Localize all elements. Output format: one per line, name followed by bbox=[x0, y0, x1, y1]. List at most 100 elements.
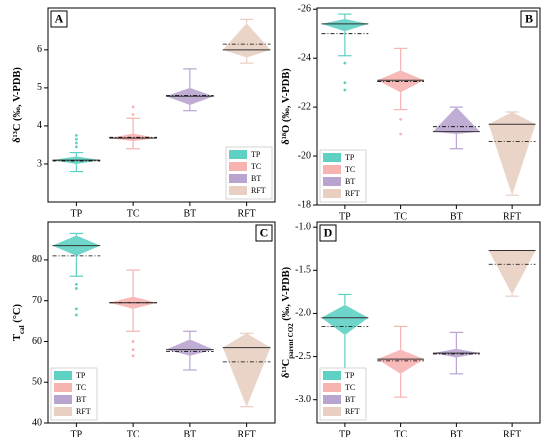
plot-frame bbox=[47, 221, 276, 424]
y-tick-label: -20 bbox=[298, 150, 311, 161]
box-shape bbox=[488, 112, 536, 196]
outlier bbox=[74, 141, 78, 145]
panel: 40 50 60 70 80 Tcal (°C) TP TC BT RFT C TP TC BT RFT bbox=[12, 221, 276, 437]
y-tick-label: 50 bbox=[32, 377, 42, 388]
x-tick-label: RFT bbox=[503, 211, 521, 222]
box-shape bbox=[109, 133, 157, 142]
y-tick-label: -3.0 bbox=[295, 394, 311, 405]
panel-label: C bbox=[260, 225, 269, 239]
legend-label: TC bbox=[251, 162, 261, 171]
legend-swatch bbox=[54, 407, 72, 416]
box-shape bbox=[321, 304, 369, 336]
y-label-sub: cal bbox=[18, 325, 26, 334]
x-tick-label: RFT bbox=[503, 429, 521, 437]
panel: 3 4 5 6 δ¹³C (‰, V-PDB) TP TC BT RFT A TP TC BT RFT bbox=[12, 7, 276, 219]
box-shape bbox=[321, 19, 369, 32]
legend-label: TP bbox=[251, 150, 261, 159]
y-tick-label: 70 bbox=[32, 295, 42, 306]
legend-swatch bbox=[229, 150, 247, 159]
panel-label-box bbox=[50, 10, 68, 28]
legend-label: TC bbox=[76, 383, 86, 392]
legend-label: BT bbox=[345, 395, 355, 404]
panel-label: D bbox=[324, 225, 333, 239]
x-tick-label: TC bbox=[394, 429, 407, 437]
outlier bbox=[131, 113, 135, 116]
y-label-main: δ¹³C bbox=[281, 359, 292, 378]
y-tick-label: 5 bbox=[37, 82, 42, 93]
x-tick-label: TC bbox=[127, 208, 140, 219]
plot-frame bbox=[316, 7, 541, 206]
x-tick-label: RFT bbox=[237, 208, 255, 219]
box-shape bbox=[377, 70, 425, 93]
outlier bbox=[131, 340, 135, 343]
outlier bbox=[131, 105, 135, 109]
legend-swatch bbox=[323, 153, 341, 162]
y-tick-label: 80 bbox=[32, 254, 42, 265]
box-shape bbox=[166, 339, 214, 356]
x-tick-label: TP bbox=[339, 211, 351, 222]
legend-label: RFT bbox=[345, 407, 360, 416]
y-tick-label: 6 bbox=[37, 44, 42, 55]
y-tick-label: -18 bbox=[298, 199, 311, 210]
y-tick-label: -26 bbox=[298, 4, 311, 15]
y-tick-label: -1.0 bbox=[295, 221, 311, 232]
outlier bbox=[74, 145, 78, 149]
y-tick-label: 3 bbox=[37, 158, 42, 169]
box-shape bbox=[222, 23, 271, 58]
box-shape bbox=[488, 250, 536, 295]
plot-frame bbox=[47, 7, 276, 203]
panel-label-box bbox=[520, 10, 538, 28]
outlier bbox=[343, 61, 347, 65]
legend-swatch bbox=[54, 395, 72, 404]
y-label-main: δ¹⁸O bbox=[281, 125, 292, 145]
y-tick-label: 60 bbox=[32, 336, 42, 347]
legend-label: RFT bbox=[345, 189, 360, 198]
legend-swatch bbox=[323, 177, 341, 186]
panel-label-box bbox=[319, 224, 337, 242]
x-tick-label: TC bbox=[127, 429, 140, 437]
x-tick-label: TP bbox=[339, 429, 351, 437]
y-label-main: T bbox=[12, 334, 23, 341]
outlier bbox=[74, 137, 78, 141]
legend-label: BT bbox=[76, 395, 86, 404]
legend-swatch bbox=[54, 383, 72, 392]
outlier bbox=[343, 81, 347, 85]
legend-label: TP bbox=[345, 371, 355, 380]
y-label-rest: (‰, V-PDB) bbox=[12, 67, 23, 124]
outlier bbox=[74, 313, 78, 317]
y-tick-label: 40 bbox=[32, 417, 42, 428]
outlier bbox=[131, 348, 135, 352]
legend-swatch bbox=[323, 407, 341, 416]
y-label-rest: (°C) bbox=[12, 304, 23, 326]
y-label-rest: (‰, V-PDB) bbox=[281, 68, 292, 125]
legend-swatch bbox=[229, 162, 247, 171]
legend-swatch bbox=[323, 165, 341, 174]
y-tick-label: 4 bbox=[37, 120, 42, 131]
x-tick-label: BT bbox=[450, 429, 463, 437]
legend-swatch bbox=[229, 174, 247, 183]
x-tick-label: TP bbox=[71, 429, 83, 437]
outlier bbox=[399, 117, 403, 121]
legend-label: TP bbox=[345, 153, 355, 162]
y-axis-label: δ¹³Cparent CO2 (‰, V-PDB) bbox=[281, 266, 294, 378]
outlier bbox=[74, 282, 78, 286]
outlier bbox=[74, 307, 78, 311]
x-tick-label: BT bbox=[183, 208, 196, 219]
y-axis-label: δ¹³C (‰, V-PDB) bbox=[12, 67, 23, 143]
y-axis-label: Tcal (°C) bbox=[12, 304, 25, 341]
panel: -26 -24 -22 -20 -18 δ¹⁸O (‰, V-PDB) TP TC BT RFT B… bbox=[281, 4, 541, 222]
plot-frame bbox=[316, 221, 541, 424]
outlier bbox=[131, 354, 135, 358]
legend-label: TC bbox=[345, 165, 355, 174]
legend-label: BT bbox=[345, 177, 355, 186]
legend-label: BT bbox=[251, 174, 261, 183]
legend-swatch bbox=[323, 395, 341, 404]
x-tick-label: RFT bbox=[237, 429, 255, 437]
outlier bbox=[399, 132, 403, 136]
box-shape bbox=[377, 349, 425, 374]
y-axis-label: δ¹⁸O (‰, V-PDB) bbox=[281, 68, 292, 145]
legend-label: RFT bbox=[251, 186, 266, 195]
legend-label: TC bbox=[345, 383, 355, 392]
panel: -1.0 -1.5 -2.0 -2.5 -3.0 δ¹³Cparent CO2 (‰, V… bbox=[281, 221, 541, 437]
